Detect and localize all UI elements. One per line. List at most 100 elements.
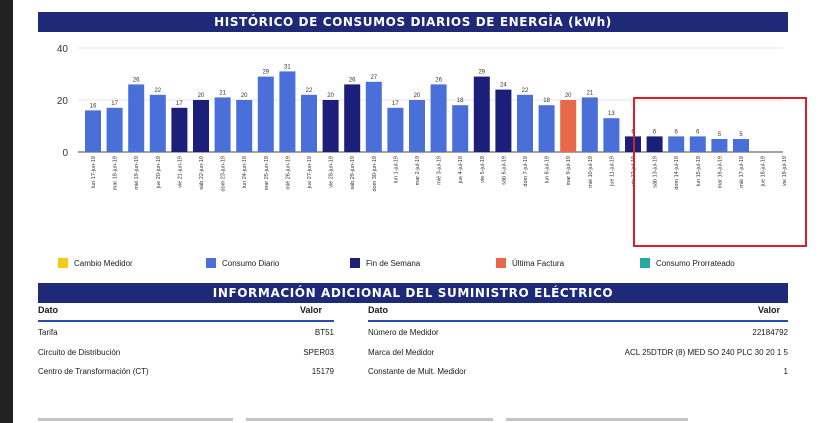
bar-value-label: 20 [327,93,334,99]
bar-value-label: 21 [586,90,593,96]
header-underline-right [368,320,788,322]
info-title-banner: INFORMACIÓN ADICIONAL DEL SUMINISTRO ELÉ… [38,283,788,303]
bar [733,139,749,152]
bar-value-label: 16 [90,103,97,109]
x-tick-label: jue 18-jul-19 [761,156,767,187]
x-tick-label: mié 26-jun-19 [285,156,291,190]
bar-value-label: 18 [543,98,550,104]
table-row-dato: Centro de Transformación (CT) [38,367,149,376]
bar [106,107,123,152]
x-tick-label: lun 17-jun-19 [91,156,97,188]
x-tick-label: vie 28-jun-19 [329,156,335,188]
table-row-valor: SPER03 [303,348,334,357]
x-tick-label: sáb 6-jul-19 [501,156,507,185]
chart-title-banner: HISTÓRICO DE CONSUMOS DIARIOS DE ENERGÍA… [38,12,788,32]
bar-value-label: 6 [653,129,657,135]
bar-value-label: 13 [608,111,615,117]
table-row-dato: Constante de Mult. Medidor [368,367,467,376]
bar [430,84,447,152]
legend-label: Cambio Medidor [74,258,133,268]
bar [409,100,425,152]
x-tick-label: vie 19-jul-19 [782,156,788,186]
bar [128,84,145,152]
table-row-valor: BT51 [314,328,334,337]
bar-value-label: 26 [349,77,356,83]
x-tick-label: lun 1-jul-19 [393,156,399,183]
bar [193,100,209,152]
bar-value-label: 22 [306,88,313,94]
y-tick-label: 40 [57,44,69,55]
bar [517,94,533,152]
bar-value-label: 5 [739,132,743,138]
table-row-dato: Marca del Medidor [368,348,435,357]
x-tick-label: lun 24-jun-19 [242,156,248,188]
x-tick-label: dom 14-jul-19 [674,156,680,190]
bar [85,110,101,152]
left-window-edge [0,0,13,423]
bar-value-label: 31 [284,64,291,70]
bar-value-label: 22 [522,88,529,94]
x-tick-label: vie 5-jul-19 [480,156,486,183]
x-tick-label: mié 3-jul-19 [437,156,443,185]
bar [560,100,577,152]
bar [603,118,620,152]
header-underline-left [38,320,334,322]
legend-swatch-consumo [206,258,216,268]
col-header-valor-left: Valor [300,305,323,315]
legend-item-medidor: Cambio Medidor [58,258,133,268]
bar [495,89,512,152]
bar [668,136,685,152]
x-tick-label: dom 23-jun-19 [221,156,227,191]
x-tick-label: jue 4-jul-19 [458,156,464,184]
chart-legend: Cambio Medidor Consumo Diario Fin de Sem… [58,258,798,274]
x-tick-label: mar 2-jul-19 [415,156,421,185]
table-row-valor: 15179 [311,367,334,376]
legend-item-fin-semana: Fin de Semana [350,258,420,268]
x-tick-label: mié 17-jul-19 [739,156,745,188]
col-header-valor-right: Valor [758,305,781,315]
bar-value-label: 6 [696,129,700,135]
bar [689,136,706,152]
legend-item-factura: Última Factura [496,258,564,268]
bar [236,100,253,152]
bar [387,107,404,152]
bar-value-label: 26 [435,77,442,83]
legend-label: Última Factura [512,258,565,268]
x-tick-label: dom 7-jul-19 [523,156,529,187]
y-tick-label: 20 [57,96,69,107]
x-tick-label: mar 9-jul-19 [566,156,572,185]
table-row-valor: ACL 25DTDR (8) MED SO 240 PLC 30 20 1 5 [624,348,788,357]
footnote-text [38,418,688,421]
col-header-dato-left: Dato [38,305,58,315]
x-tick-label: jue 27-jun-19 [307,156,313,189]
bar [214,97,231,152]
bar [365,81,382,152]
bar-value-label: 21 [219,90,226,96]
x-tick-label: mar 18-jun-19 [113,156,119,190]
bar [322,100,339,152]
x-tick-label: sáb 22-jun-19 [199,156,205,190]
bar-value-label: 20 [241,93,248,99]
bar-value-label: 24 [500,83,507,89]
legend-item-prorrateado: Consumo Prorrateado [640,258,735,268]
bar-value-label: 17 [111,101,118,107]
legend-swatch-medidor [58,258,68,268]
table-row-valor: 22184792 [752,328,788,337]
bar-value-label: 20 [198,93,205,99]
x-tick-label: mié 19-jun-19 [134,156,140,190]
legend-label: Consumo Diario [222,258,280,268]
table-row-dato: Circuito de Distribución [38,348,121,357]
bar-value-label: 20 [414,93,421,99]
highlight-box [633,97,807,247]
legend-swatch-fin-semana [350,258,360,268]
bar [452,105,469,152]
legend-swatch-prorrateado [640,258,650,268]
table-row-valor: 1 [783,367,788,376]
x-tick-label: sáb 29-jun-19 [350,156,356,190]
x-tick-label: mar 25-jun-19 [264,156,270,190]
legend-item-consumo: Consumo Diario [206,258,279,268]
table-row-dato: Tarifa [38,328,58,337]
x-tick-label: vie 21-jun-19 [177,156,183,188]
bar-value-label: 17 [392,101,399,107]
daily-consumption-chart: 0 20 40 16 lun 17-jun-19 17 mar 18-jun-19 26 mié… [57,44,788,191]
